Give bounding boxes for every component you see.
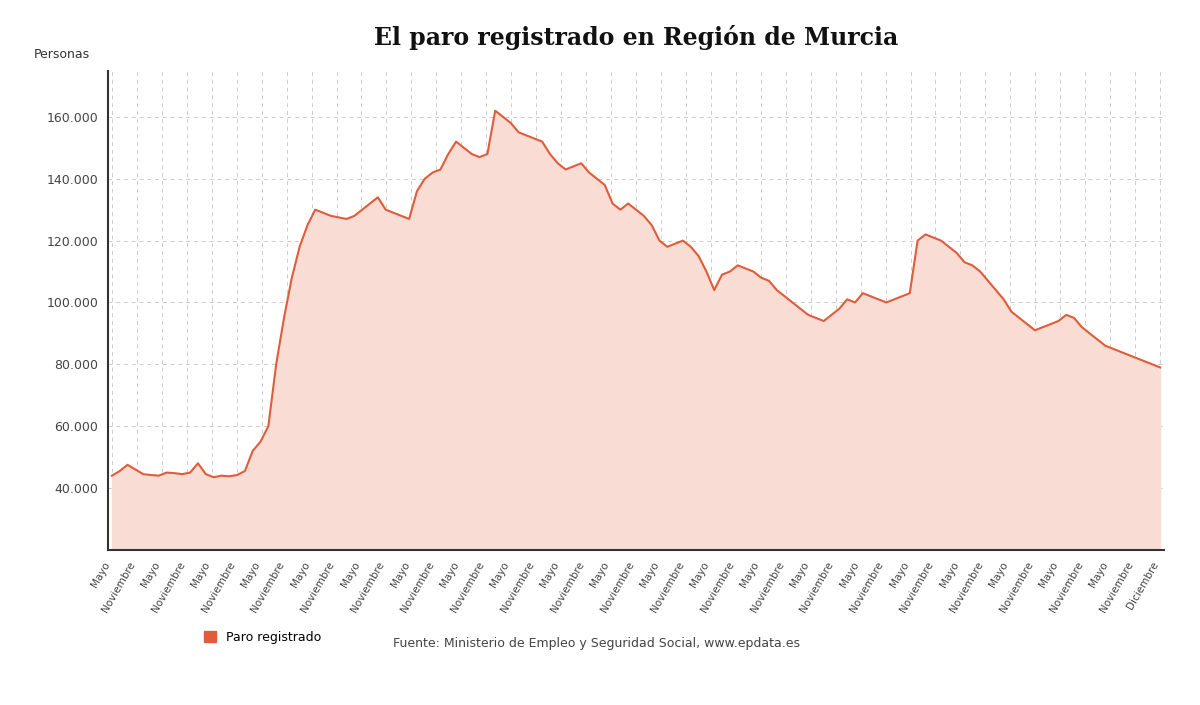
Legend: Paro registrado: Paro registrado [199,626,326,649]
Title: El paro registrado en Región de Murcia: El paro registrado en Región de Murcia [374,25,898,51]
Text: Personas: Personas [34,48,90,61]
Text: Fuente: Ministerio de Empleo y Seguridad Social, www.epdata.es: Fuente: Ministerio de Empleo y Seguridad… [394,637,800,650]
